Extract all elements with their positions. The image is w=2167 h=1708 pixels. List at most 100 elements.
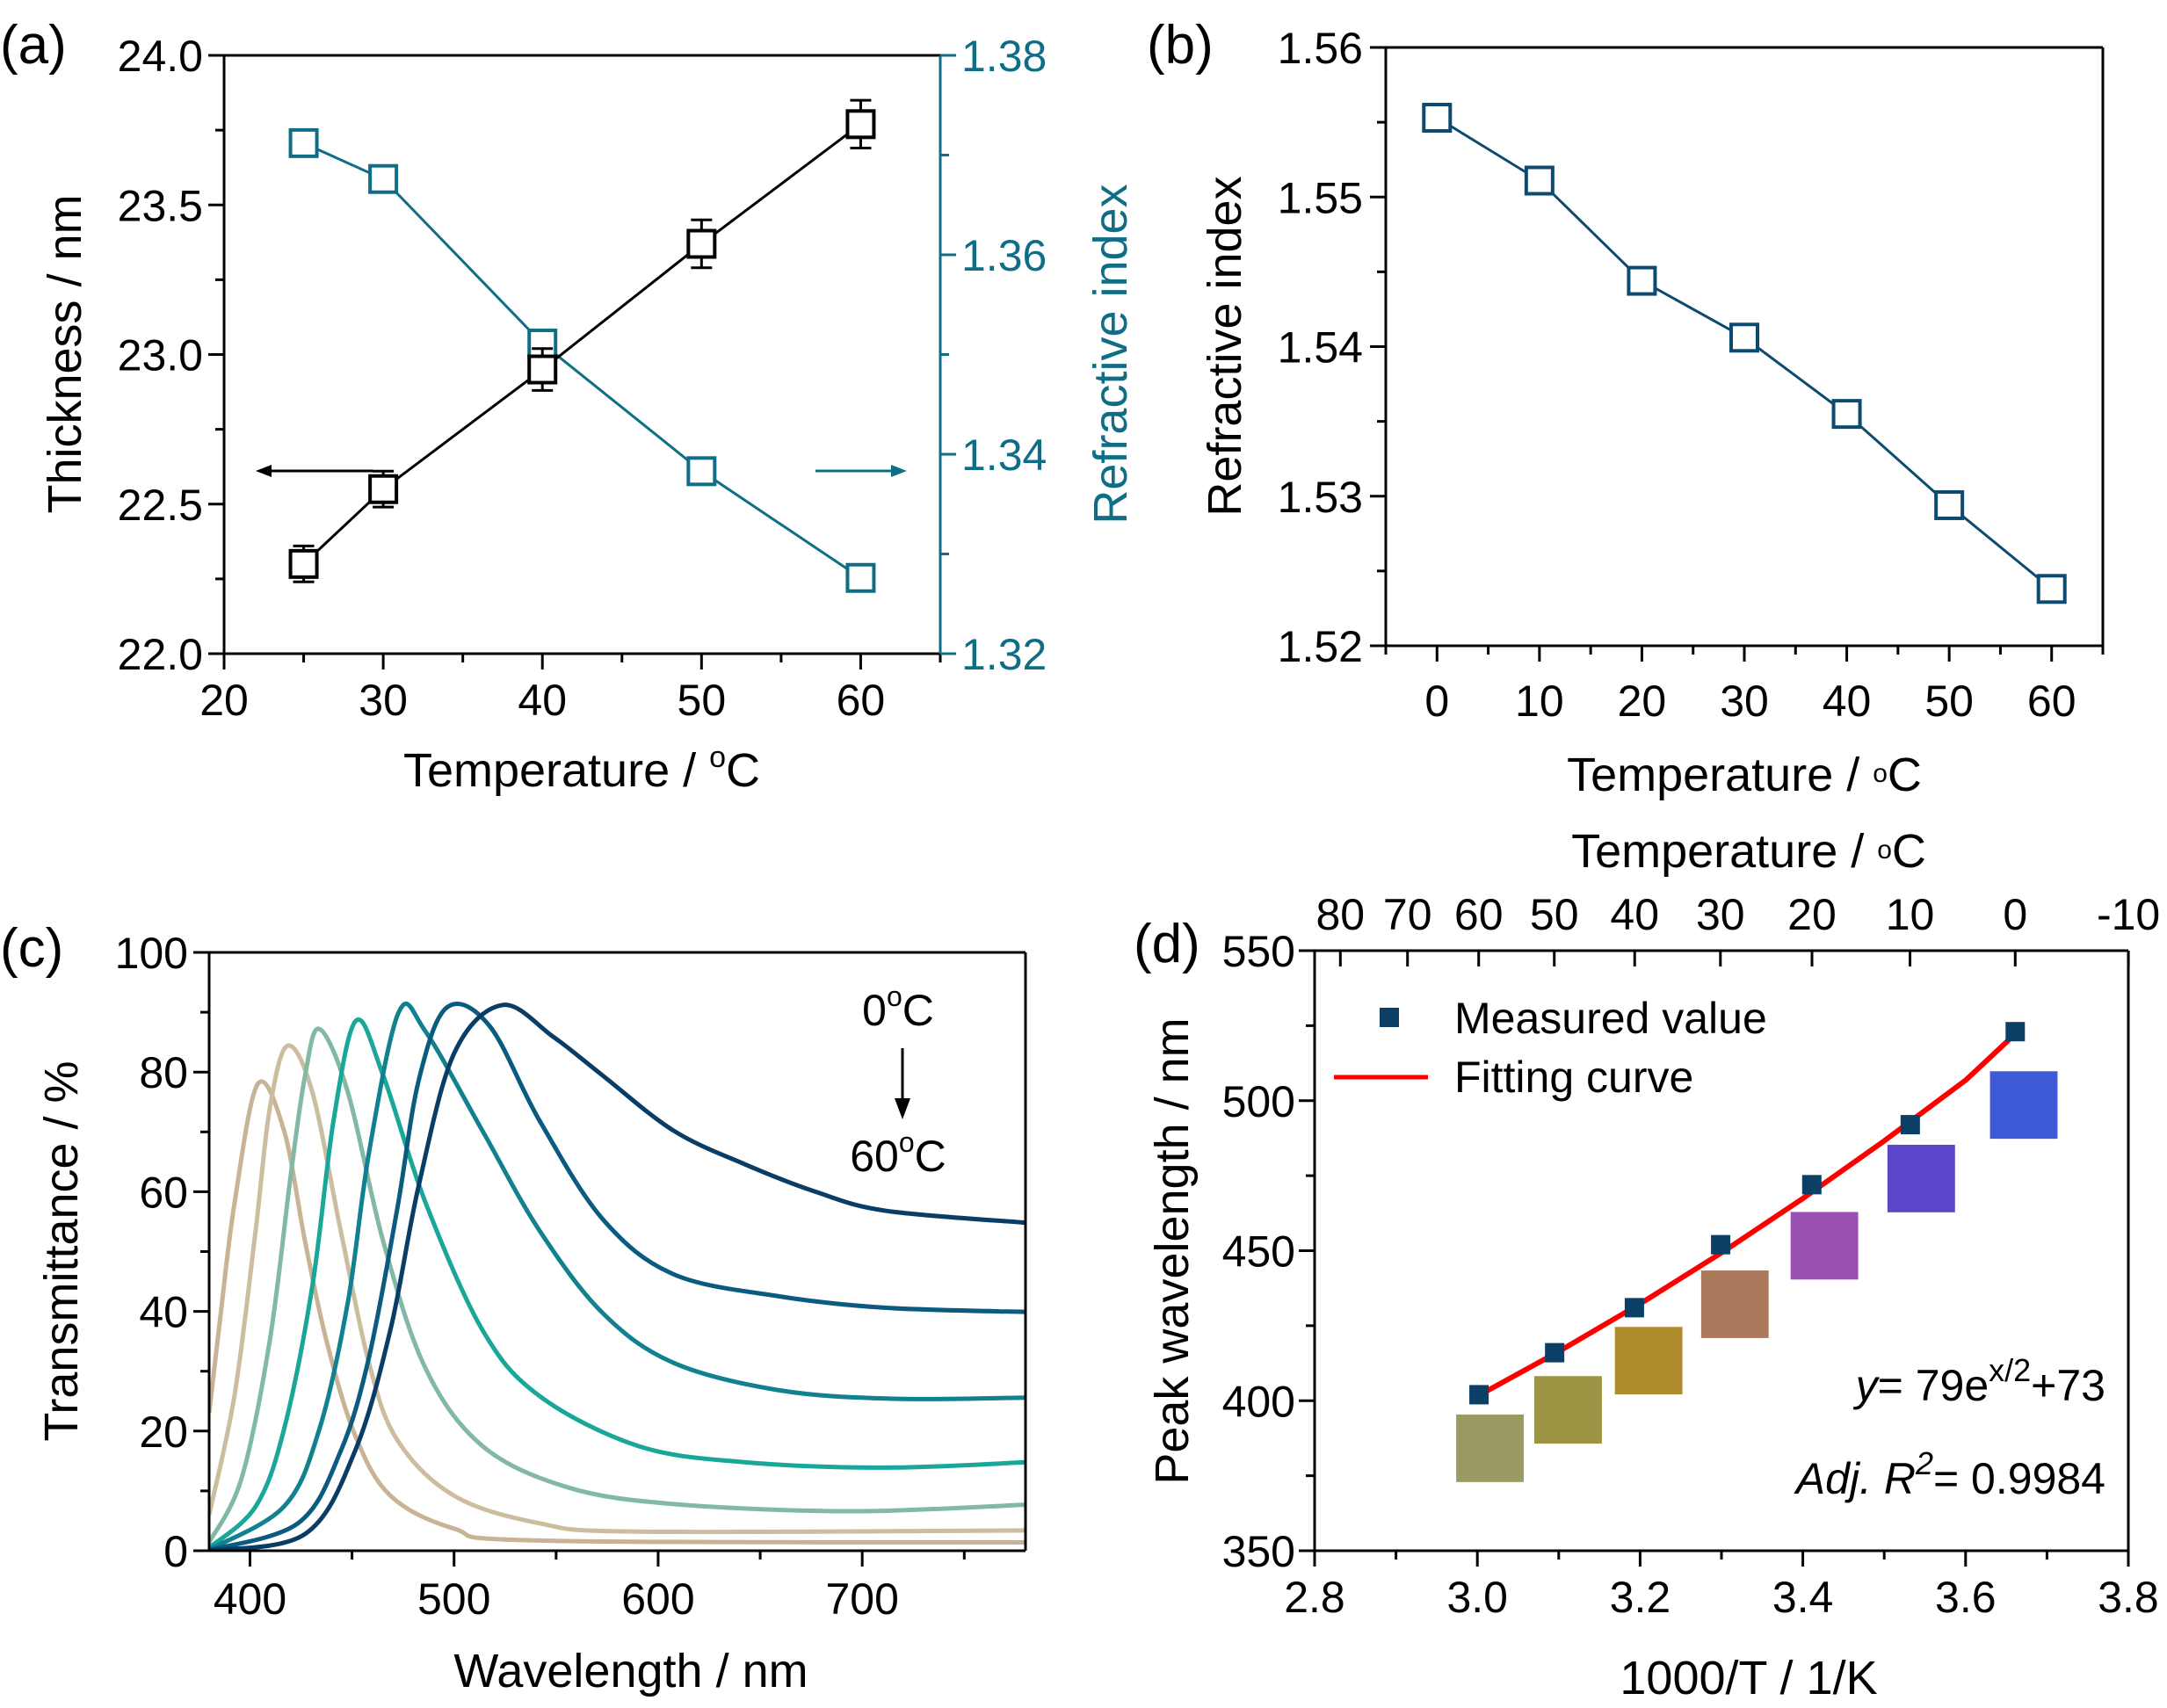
- measured-point: [1545, 1343, 1565, 1363]
- panel-d-ytick-label: 500: [1222, 1077, 1295, 1126]
- panel-c-xtick-label: 700: [825, 1574, 898, 1624]
- panel-a-y2tick-label: 1.32: [961, 630, 1047, 679]
- refractive-index-point: [845, 562, 876, 593]
- refractive-index-point: [1524, 165, 1555, 196]
- sample-swatch: [1456, 1414, 1524, 1482]
- sample-swatch: [1534, 1376, 1602, 1444]
- measured-point: [1469, 1385, 1489, 1405]
- panel-c-ytick-label: 100: [115, 929, 188, 978]
- refractive-index-point: [1934, 489, 1965, 520]
- annotation-end-temp: 60oC: [850, 1126, 946, 1181]
- measured-point: [2005, 1022, 2026, 1042]
- panel-d-xtick-label: 3.8: [2098, 1573, 2159, 1622]
- panel-d-ytick-label: 550: [1222, 927, 1295, 976]
- panel-c-xtick-label: 600: [621, 1574, 694, 1624]
- refractive-index-point: [368, 163, 399, 194]
- panel-a-xtick-label: 40: [518, 676, 567, 725]
- annotation-start-temp: 0oC: [862, 981, 934, 1035]
- panel-d-xtick-label: 3.4: [1772, 1573, 1834, 1622]
- transmittance-curve: [209, 1002, 1026, 1551]
- panel-a-xlabel-tail: C: [726, 744, 760, 797]
- legend-measured-marker: [1380, 1008, 1399, 1027]
- panel-d-x2tick-label: 50: [1530, 890, 1579, 939]
- annotation-start-degree: o: [887, 981, 902, 1012]
- refractive-index-point: [527, 329, 558, 359]
- legend-fit-label: Fitting curve: [1454, 1053, 1693, 1102]
- transmittance-curve: [209, 1002, 1026, 1551]
- annotation-start-value: 0: [862, 986, 887, 1035]
- panel-d-x2tick-label: 80: [1316, 890, 1366, 939]
- panel-d-legend: Measured value Fitting curve: [1334, 994, 1767, 1102]
- panel-label-a: (a): [0, 15, 67, 76]
- panel-b-xlabel-sup: o: [1873, 759, 1888, 788]
- panel-d-xtick-label: 3.2: [1610, 1573, 1671, 1622]
- panel-d-x2tick-label: 70: [1383, 890, 1432, 939]
- annotation-start-unit: C: [902, 986, 934, 1035]
- fit-equation-exponent: x/2: [1989, 1352, 2031, 1388]
- panel-b-xlabel: Temperature / oC: [1567, 749, 1922, 801]
- transmittance-curve: [209, 1017, 1026, 1550]
- legend-measured-label: Measured value: [1454, 994, 1767, 1043]
- panel-a-y2label: Refractive index: [1084, 184, 1137, 524]
- fit-r2-value: = 0.9984: [1933, 1454, 2105, 1503]
- annotation-end-unit: C: [915, 1132, 946, 1181]
- thickness-point: [527, 354, 558, 385]
- panel-b-ytick-label: 1.53: [1278, 473, 1363, 522]
- panel-b-xtick-label: 20: [1618, 677, 1667, 726]
- panel-a-xlabel-main: Temperature /: [403, 744, 709, 797]
- sample-swatch: [1790, 1212, 1859, 1280]
- panel-a-xlabel: Temperature / oC: [403, 741, 760, 797]
- panel-b-xtick-label: 10: [1515, 677, 1564, 726]
- sample-swatch: [1887, 1144, 1955, 1212]
- transmittance-curve: [209, 1043, 1026, 1535]
- panel-d-x2label-sup: o: [1877, 836, 1892, 865]
- panel-d-x2label-main: Temperature /: [1571, 825, 1877, 878]
- transmittance-curve: [209, 1002, 1026, 1551]
- panel-d-x2tick-label: 40: [1610, 890, 1659, 939]
- measured-point: [1624, 1298, 1644, 1318]
- panel-d-x2label-tail: C: [1892, 825, 1926, 878]
- fitting-curve: [1475, 1032, 2017, 1399]
- panel-b-xtick-label: 60: [2027, 677, 2076, 726]
- panel-d-xlabel: 1000/T / 1/K: [1620, 1652, 1877, 1704]
- measured-point: [1801, 1175, 1822, 1195]
- annotation-arrow-head-icon: [895, 1098, 910, 1119]
- panel-b-ytick-label: 1.52: [1278, 622, 1363, 671]
- panel-c-ytick-label: 0: [163, 1527, 188, 1576]
- refractive-index-point: [1422, 103, 1453, 134]
- panel-b-ylabel: Refractive index: [1199, 176, 1251, 516]
- panel-a-y2tick-label: 1.38: [961, 32, 1047, 81]
- panel-c-ylabel: Transmittance / %: [35, 1060, 88, 1441]
- sample-swatch: [1614, 1327, 1683, 1395]
- panel-a-y2tick-label: 1.36: [961, 231, 1047, 280]
- fit-r2-prefix: Adj. R: [1794, 1454, 1916, 1503]
- panel-d-xtick-label: 2.8: [1284, 1573, 1345, 1622]
- right-arrow-icon: [891, 465, 907, 477]
- thickness-point: [686, 228, 717, 259]
- panel-c-xlabel: Wavelength / nm: [453, 1645, 808, 1697]
- fit-r2-sup: 2: [1915, 1445, 1933, 1481]
- fit-r2: Adj. R2= 0.9984: [1794, 1445, 2105, 1503]
- fit-equation-y: y: [1853, 1361, 1881, 1410]
- panel-b-xtick-label: 40: [1823, 677, 1872, 726]
- measured-point: [1711, 1234, 1731, 1255]
- panel-c-xtick-label: 400: [214, 1574, 286, 1624]
- panel-b-xtick-label: 50: [1924, 677, 1974, 726]
- transmittance-curve: [209, 1026, 1026, 1544]
- panel-b-ytick-label: 1.55: [1278, 173, 1363, 222]
- thickness-point: [288, 548, 319, 579]
- refractive-index-point: [288, 127, 319, 158]
- panel-c-curves: [209, 1002, 1026, 1551]
- refractive-index-point: [1831, 399, 1862, 430]
- panel-a-xtick-label: 30: [359, 676, 408, 725]
- panel-c-ytick-label: 40: [139, 1288, 188, 1337]
- refractive-index-line: [302, 141, 862, 579]
- fit-equation-prefix: = 79e: [1878, 1361, 1989, 1410]
- panel-a-xtick-label: 50: [678, 676, 727, 725]
- left-arrow-icon: [256, 465, 272, 477]
- fit-equation-suffix: +73: [2031, 1361, 2105, 1410]
